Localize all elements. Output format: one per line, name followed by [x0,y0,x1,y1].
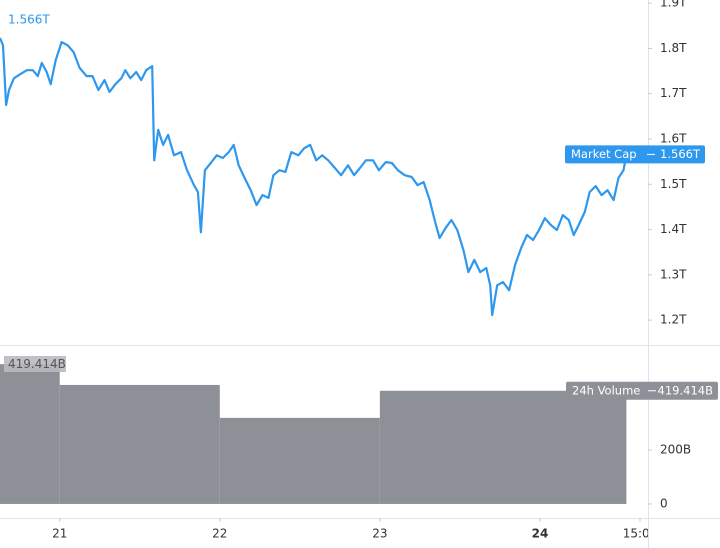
price-tag-bg [565,145,705,164]
y-tick-label: 200B [660,442,691,456]
volume-bar [59,384,220,504]
x-tick-label: 21 [52,527,67,541]
volume-bar [0,364,60,504]
y-tick-label: 1.8T [660,41,687,55]
market-cap-line [0,37,628,317]
volume-bar [379,390,627,504]
y-tick-label: 1.9T [660,0,687,10]
y-tick-label: 1.4T [660,222,687,236]
legend-value: 419.414B [8,357,66,371]
y-tick-label: 1.6T [660,131,687,145]
x-tick-label: 23 [372,527,387,541]
y-tick-label: 0 [660,496,668,510]
x-tick-label: 24 [532,527,549,541]
x-tick-label: 22 [212,527,227,541]
legend-value: 1.566T [8,13,50,27]
volume-tag-bg [566,381,718,400]
y-tick-label: 1.7T [660,86,687,100]
price-tag-name: Market Cap [571,147,637,161]
y-tick-label: 1.2T [660,313,687,327]
volume-bar [219,417,380,504]
price-tag-value: 1.566T [660,147,701,161]
plot-area [0,37,628,504]
volume-tag-name: 24h Volume [572,383,640,397]
x-tick-label: 15:00 [623,527,658,541]
y-tick-label: 1.5T [660,177,687,191]
legend-value-bg [4,356,66,372]
y-tick-label: 1.3T [660,267,687,281]
volume-tag-value: 419.414B [658,383,714,397]
